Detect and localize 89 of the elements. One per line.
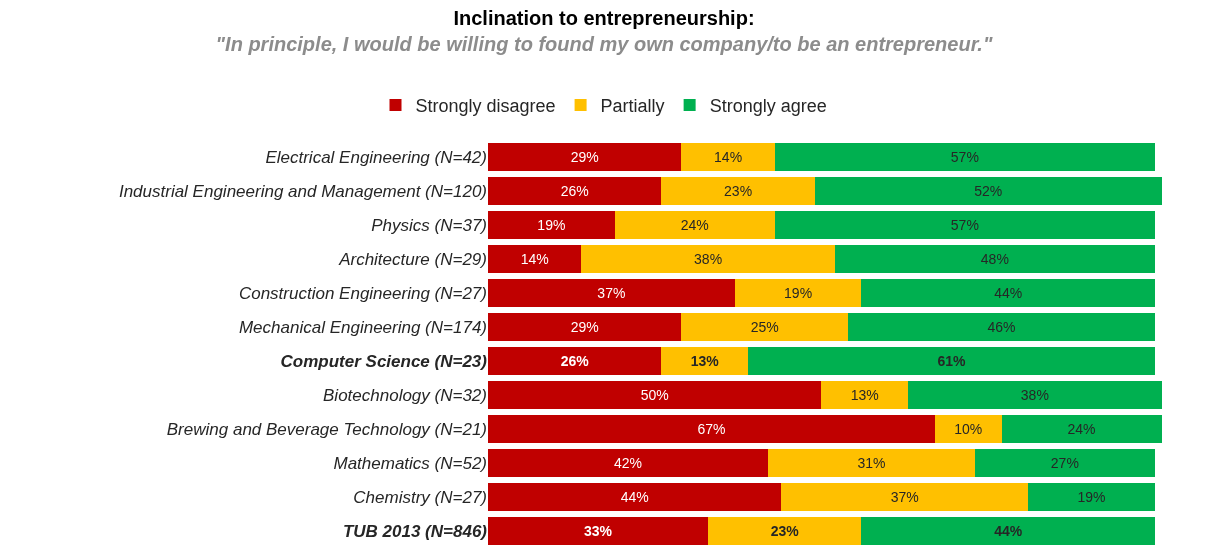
data-label: 44%: [994, 522, 1023, 539]
y-tick-label: Brewing and Beverage Technology (N=21): [166, 419, 487, 439]
legend-label: Strongly agree: [709, 95, 827, 116]
y-tick-label: Industrial Engineering and Management (N=120): [118, 181, 487, 201]
data-label: 67%: [697, 421, 726, 437]
bar: [774, 143, 1155, 171]
bar: [488, 211, 615, 239]
data-label: 50%: [640, 387, 669, 403]
bar: [488, 517, 709, 545]
data-label: 29%: [570, 319, 599, 335]
y-tick-label: TUB 2013 (N=846): [342, 521, 488, 541]
bar: [488, 381, 822, 409]
data-label: 24%: [1067, 421, 1096, 437]
data-label: 26%: [560, 352, 590, 369]
data-label: 44%: [620, 489, 649, 505]
data-label: 57%: [950, 149, 979, 165]
bar: [488, 143, 682, 171]
data-label: 23%: [770, 522, 800, 539]
bar: [708, 517, 862, 545]
bar: [908, 381, 1162, 409]
y-tick-label: Architecture (N=29): [338, 249, 487, 269]
y-tick-label: Mathematics (N=52): [333, 453, 487, 473]
data-label: 38%: [1020, 387, 1049, 403]
bar: [781, 483, 1029, 511]
bar: [848, 313, 1155, 341]
y-tick-label: Mechanical Engineering (N=174): [238, 317, 487, 337]
y-tick-label: Physics (N=37): [371, 215, 487, 235]
y-tick-label: Chemistry (N=27): [353, 487, 487, 507]
data-label: 24%: [680, 217, 709, 233]
bar: [861, 279, 1155, 307]
data-label: 44%: [994, 285, 1023, 301]
data-label: 38%: [694, 251, 723, 267]
bar: [934, 415, 1002, 443]
data-label: 27%: [1050, 455, 1079, 471]
legend-label: Partially: [600, 95, 665, 116]
data-label: 37%: [890, 489, 919, 505]
y-tick-label: Computer Science (N=23): [280, 351, 488, 371]
bar: [734, 279, 862, 307]
data-label: 10%: [954, 421, 983, 437]
bar: [768, 449, 975, 477]
data-label: 31%: [857, 455, 886, 471]
data-label: 14%: [714, 149, 743, 165]
bar: [661, 177, 815, 205]
bar: [774, 211, 1155, 239]
bar: [488, 449, 769, 477]
data-label: 26%: [560, 183, 589, 199]
data-label: 46%: [987, 319, 1016, 335]
bar: [814, 177, 1162, 205]
data-label: 29%: [570, 149, 599, 165]
legend-label: Strongly disagree: [415, 95, 556, 116]
bar: [614, 211, 775, 239]
bar: [1028, 483, 1155, 511]
bar: [581, 245, 835, 273]
data-label: 19%: [537, 217, 566, 233]
bar: [1001, 415, 1162, 443]
bar: [488, 313, 682, 341]
y-tick-label: Construction Engineering (N=27): [238, 283, 487, 303]
data-label: 13%: [850, 387, 879, 403]
y-tick-label: Biotechnology (N=32): [323, 385, 487, 405]
bar: [488, 483, 782, 511]
data-label: 52%: [974, 183, 1003, 199]
bar: [488, 245, 582, 273]
bar: [748, 347, 1155, 375]
bar: [974, 449, 1155, 477]
bar: [861, 517, 1155, 545]
y-tick-label: Electrical Engineering (N=42): [265, 147, 487, 167]
bar: [681, 313, 849, 341]
bar: [488, 415, 935, 443]
data-label: 61%: [937, 352, 967, 369]
data-label: 13%: [690, 352, 720, 369]
data-label: 57%: [950, 217, 979, 233]
data-label: 48%: [980, 251, 1009, 267]
data-label: 19%: [784, 285, 813, 301]
bar: [821, 381, 909, 409]
data-label: 42%: [614, 455, 643, 471]
bar: [488, 177, 662, 205]
bar: [834, 245, 1155, 273]
data-label: 14%: [520, 251, 549, 267]
bar: [681, 143, 775, 171]
data-label: 33%: [584, 522, 613, 539]
chart-title: Inclination to entrepreneurship:: [453, 7, 755, 30]
data-label: 37%: [597, 285, 626, 301]
bar: [661, 347, 749, 375]
bar: [488, 279, 735, 307]
bar: [488, 347, 662, 375]
data-label: 23%: [724, 183, 753, 199]
chart-subtitle: "In principle, I would be willing to found my own company/to be an entrepreneur.": [215, 33, 993, 56]
data-label: 19%: [1077, 489, 1106, 505]
data-label: 25%: [750, 319, 779, 335]
